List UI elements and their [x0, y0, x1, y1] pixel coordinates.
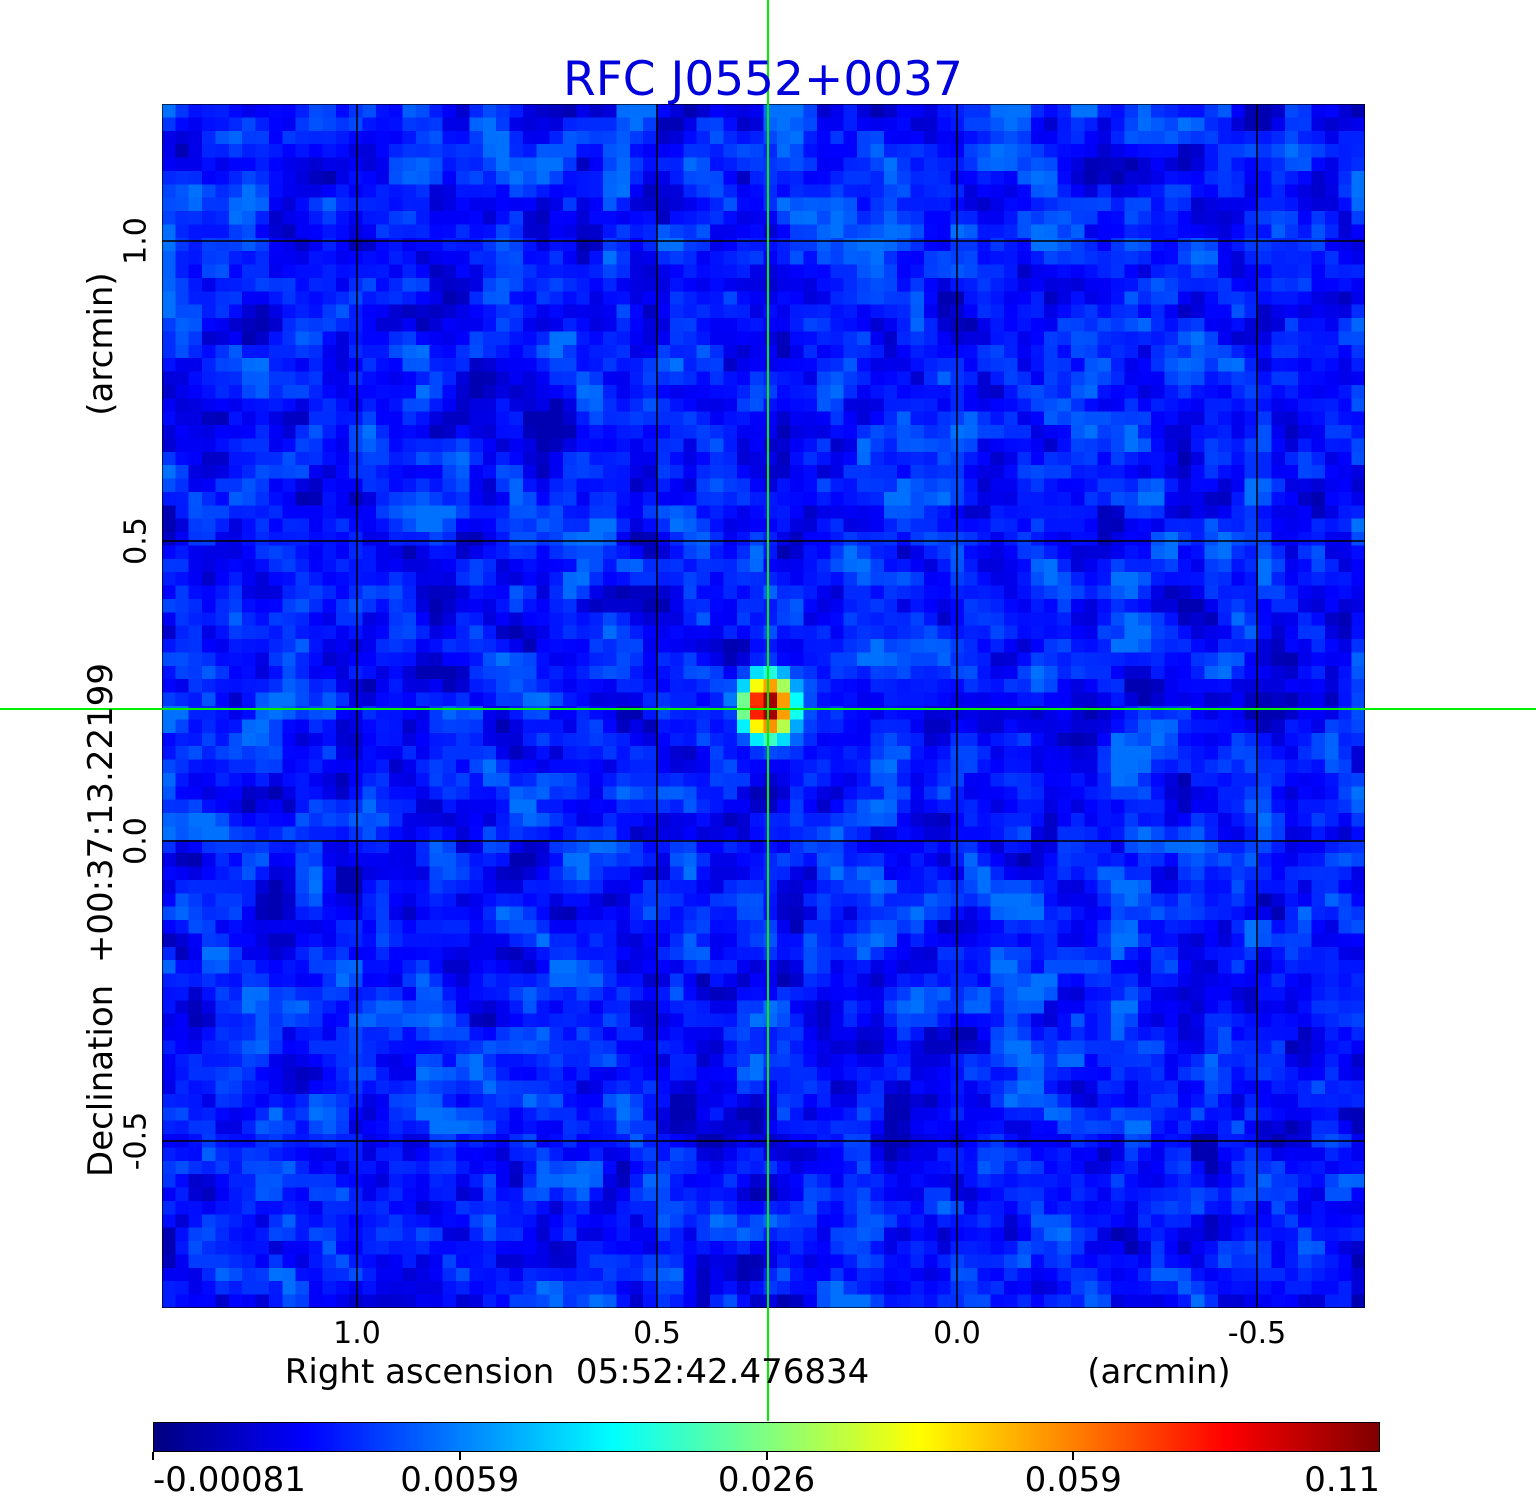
y-axis-tick-label: 0.5	[118, 517, 154, 565]
colorbar-tick-label: 0.0059	[400, 1460, 520, 1500]
colorbar-tick	[152, 1452, 154, 1460]
x-axis-unit-label: (arcmin)	[1087, 1352, 1231, 1392]
colorbar	[153, 1422, 1380, 1452]
x-axis-title: Right ascension 05:52:42.476834	[284, 1352, 870, 1392]
sky-map-plot	[162, 104, 1365, 1308]
grid-line-horizontal	[162, 540, 1365, 542]
grid-line-vertical	[356, 104, 358, 1308]
grid-line-horizontal	[162, 840, 1365, 842]
y-axis-unit-label: (arcmin)	[81, 272, 121, 416]
x-axis-tick-label: 0.5	[633, 1316, 681, 1351]
colorbar-tick-label: 0.11	[1304, 1460, 1380, 1500]
x-axis-tick-label: 1.0	[333, 1316, 381, 1351]
y-axis-title: Declination +00:37:13.22199	[81, 663, 121, 1177]
grid-line-horizontal	[162, 1140, 1365, 1142]
crosshair-vertical-line	[767, 0, 769, 1421]
figure-title: RFC J0552+0037	[563, 52, 963, 107]
grid-line-vertical	[956, 104, 958, 1308]
colorbar-tick-label: 0.026	[717, 1460, 816, 1500]
y-axis-tick-label: -0.5	[118, 1111, 154, 1171]
y-axis-tick-label: 1.0	[118, 217, 154, 265]
colorbar-tick-label: 0.059	[1024, 1460, 1122, 1500]
colorbar-tick	[458, 1452, 461, 1460]
x-axis-tick-label: -0.5	[1227, 1316, 1287, 1351]
x-axis-tick-label: 0.0	[933, 1316, 981, 1351]
y-axis-tick-label: 0.0	[118, 817, 154, 865]
grid-line-horizontal	[162, 240, 1365, 242]
colorbar-tick	[1072, 1452, 1075, 1460]
grid-line-vertical	[656, 104, 658, 1308]
grid-line-vertical	[1256, 104, 1258, 1308]
colorbar-tick-label: -0.00081	[153, 1460, 306, 1500]
crosshair-horizontal-line	[0, 708, 1536, 710]
sky-map-canvas	[162, 104, 1365, 1308]
colorbar-tick	[765, 1452, 768, 1460]
